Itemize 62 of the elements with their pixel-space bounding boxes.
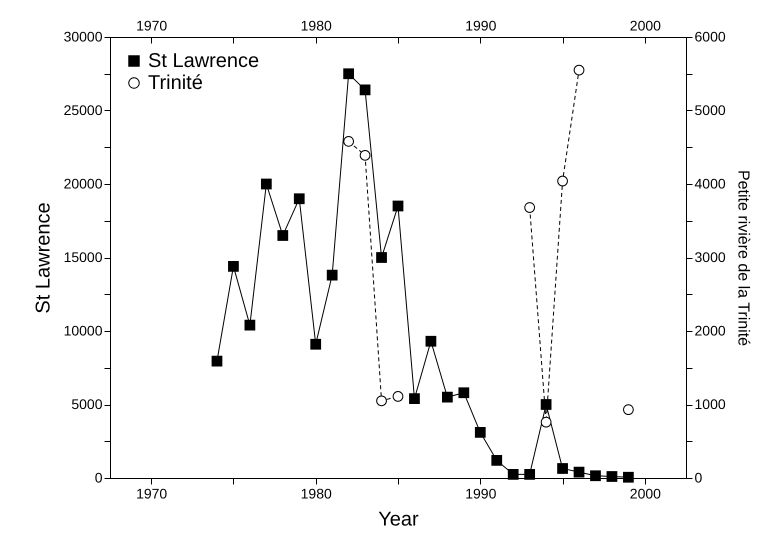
y2-tick-label: 4000	[694, 176, 726, 192]
point	[244, 320, 256, 330]
point	[260, 178, 272, 190]
y2-tick-label: 5000	[694, 102, 726, 118]
x2-tick-label: 1980	[300, 486, 332, 502]
x-tick-label: 1990	[465, 18, 497, 34]
point	[557, 176, 568, 186]
y2-tick-label: 3000	[694, 249, 726, 265]
y-tick-label: 10000	[64, 322, 103, 338]
x2-tick-label: 1990	[465, 486, 497, 502]
y2-tick-label: 6000	[694, 28, 726, 44]
y-axis-title: St Lawrence	[32, 202, 55, 314]
point	[623, 472, 634, 483]
point	[524, 468, 536, 480]
point	[491, 454, 502, 466]
legend-label: Trinité	[148, 72, 203, 94]
point	[277, 230, 288, 241]
point	[376, 395, 387, 406]
point	[310, 338, 322, 350]
y-tick-label: 0	[94, 470, 103, 486]
point	[409, 393, 420, 404]
point	[574, 466, 584, 478]
point	[606, 471, 618, 482]
point	[623, 404, 634, 416]
point	[343, 136, 354, 147]
point	[442, 392, 453, 403]
point	[524, 202, 536, 213]
point	[574, 64, 584, 76]
point	[392, 391, 404, 402]
y-tick-label: 20000	[64, 176, 103, 192]
point	[228, 260, 239, 272]
point	[392, 200, 404, 212]
x-tick-label: 1980	[300, 18, 332, 34]
point	[212, 356, 222, 367]
y2-axis-title: Petite rivière de la Trinité	[734, 170, 752, 346]
y-tick-label: 25000	[64, 102, 103, 118]
y-tick-label: 5000	[71, 396, 103, 412]
y2-tick-label: 1000	[694, 396, 726, 412]
x-axis-title: Year	[378, 508, 420, 530]
y-tick-label: 30000	[64, 28, 103, 44]
point	[540, 416, 552, 428]
x2-tick-label: 2000	[630, 486, 662, 502]
y2-tick-label: 0	[694, 470, 702, 486]
x2-tick-label: 1970	[136, 486, 168, 502]
x-tick-label: 1970	[136, 18, 168, 34]
point	[508, 468, 519, 480]
legend-label: St Lawrence	[148, 50, 260, 72]
point	[376, 252, 387, 263]
point	[426, 336, 436, 347]
point	[360, 150, 370, 161]
point	[360, 84, 370, 96]
point	[294, 193, 305, 204]
point	[557, 463, 568, 474]
point	[343, 68, 354, 80]
y2-tick-label: 2000	[694, 322, 726, 338]
y-tick-label: 15000	[64, 249, 103, 265]
point	[590, 470, 601, 482]
point	[540, 399, 552, 410]
point	[326, 270, 338, 281]
point	[458, 387, 470, 398]
point	[474, 427, 486, 438]
x-tick-label: 2000	[630, 18, 662, 34]
